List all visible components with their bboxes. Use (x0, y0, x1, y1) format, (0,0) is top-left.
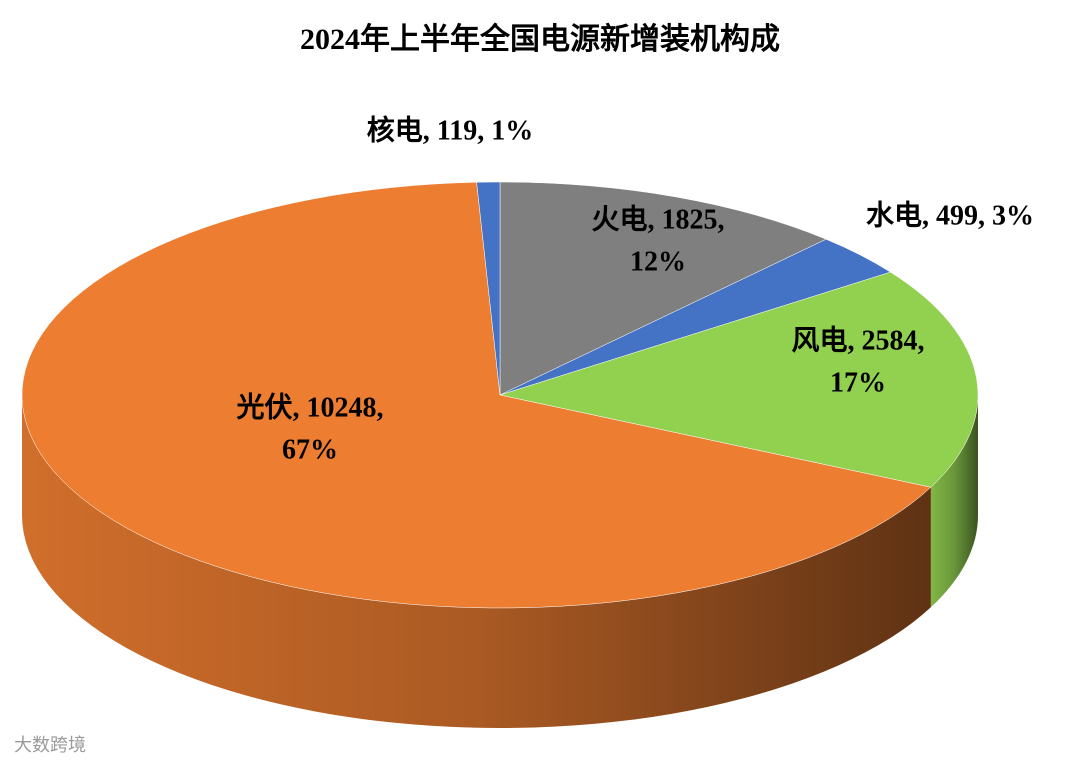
data-label: 17% (830, 367, 886, 398)
slice (21, 181, 932, 609)
data-label: 核电, 119, 1% (367, 114, 533, 146)
data-label: 水电, 499, 3% (866, 199, 1034, 231)
slice (499, 271, 979, 488)
side-shading (930, 395, 978, 608)
data-label: 火电, 1825, (591, 203, 724, 235)
data-label: 67% (282, 434, 338, 465)
data-label: 12% (630, 246, 686, 277)
watermark: 大数跨境 (14, 735, 86, 756)
slice (476, 181, 501, 396)
slice (499, 181, 827, 396)
data-label: 风电, 2584, (791, 324, 924, 356)
chart-title: 2024年上半年全国电源新增装机构成 (300, 22, 780, 56)
data-label: 光伏, 10248, (235, 391, 383, 423)
side-shading (22, 395, 931, 728)
